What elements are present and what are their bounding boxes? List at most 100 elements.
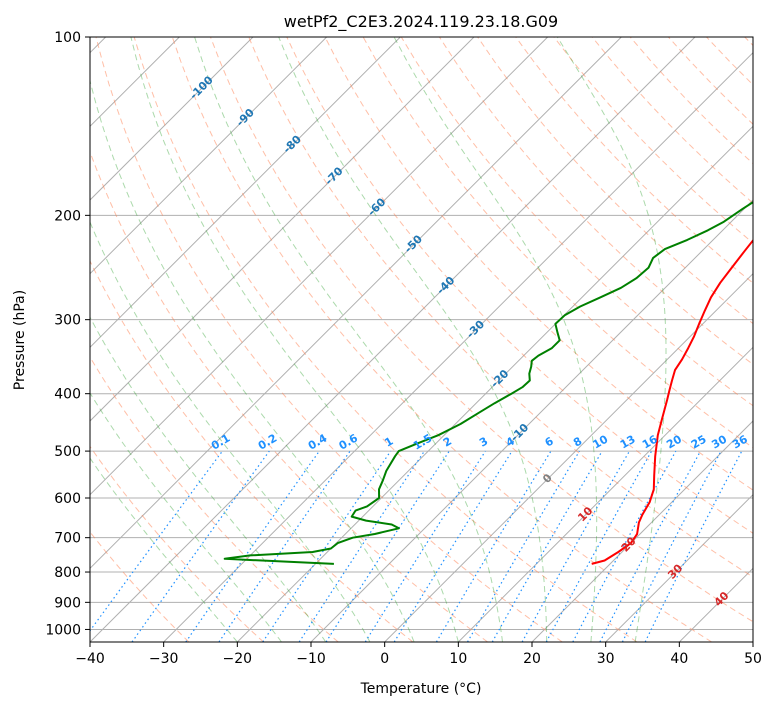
dry-adiabat-line — [324, 37, 753, 491]
y-tick-label: 900 — [54, 595, 81, 611]
adiabat-label: 10 — [575, 504, 595, 524]
dry-adiabat-line — [553, 37, 753, 244]
mixing-ratio-line — [185, 450, 320, 642]
axes: −40 −30 −20 −10 0 10 20 30 40 5010020030040050060… — [45, 30, 762, 667]
mixing-ratio-label: 6 — [543, 434, 556, 449]
dry-adiabat-line — [95, 37, 563, 642]
mixing-ratio-label: 3 — [477, 435, 490, 450]
y-tick-label: 300 — [54, 313, 81, 329]
mixing-ratio-label: 20 — [664, 432, 684, 451]
moist-adiabat-line — [393, 37, 598, 642]
mixing-ratio-line — [466, 450, 580, 642]
isotherm-gridline — [457, 346, 753, 642]
dry-adiabat-line — [286, 37, 753, 534]
dry-adiabat-line — [90, 259, 414, 642]
mixing-ratio-line — [90, 450, 223, 632]
dry-adiabat-line — [171, 37, 712, 642]
y-tick-label: 800 — [54, 565, 81, 581]
isotherm-gridline — [531, 420, 753, 642]
dry-adiabat-line — [133, 37, 638, 642]
dry-adiabat-line — [90, 150, 488, 642]
sounding-profiles — [223, 201, 753, 565]
isotherm-gridline — [90, 37, 254, 201]
mixing-ratio-label: 0.1 — [209, 432, 232, 453]
isotherm-gridline — [90, 37, 328, 275]
moist-adiabat-line — [556, 37, 667, 642]
y-tick-label: 100 — [54, 30, 81, 46]
mixing-ratio-label: 13 — [618, 433, 638, 452]
x-tick-label: 40 — [670, 651, 688, 667]
mixing-ratio-line — [262, 450, 392, 642]
mixing-ratio-line — [298, 450, 425, 642]
y-tick-label: 1000 — [45, 622, 81, 638]
mixing-ratio-label: 1 — [382, 435, 395, 450]
moist-adiabat-line — [90, 316, 327, 642]
moist-adiabat-line — [90, 220, 371, 642]
x-axis-label: Temperature (°C) — [360, 681, 482, 697]
mixing-ratio-line — [393, 450, 513, 642]
x-tick-label: −20 — [223, 651, 253, 667]
dry-adiabat-line — [90, 356, 339, 642]
x-tick-label: −40 — [75, 651, 105, 667]
chart-title: wetPf2_C2E3.2024.119.23.18.G09 — [284, 12, 558, 32]
mixing-ratio-line — [218, 450, 351, 642]
mixing-ratio-label: 0.2 — [256, 432, 279, 453]
plot-frame — [89, 36, 754, 643]
mixing-ratio-line — [131, 450, 270, 642]
dry-adiabat-line — [90, 445, 264, 642]
mixing-ratio-label: 25 — [689, 433, 709, 452]
moist-adiabat-line — [90, 392, 282, 642]
dry-adiabat-line — [744, 37, 753, 47]
y-tick-label: 400 — [54, 387, 81, 403]
x-tick-label: 0 — [380, 651, 389, 667]
mixing-ratio-line — [521, 450, 631, 642]
x-tick-label: 10 — [449, 651, 467, 667]
moist-adiabat-line — [90, 78, 415, 642]
y-tick-label: 200 — [54, 208, 81, 224]
mixing-ratio-label: 30 — [709, 432, 729, 451]
mixing-ratio-label: 8 — [571, 435, 584, 450]
y-tick-label: 600 — [54, 491, 81, 507]
isotherm-gridline — [163, 51, 753, 642]
dry-adiabat-line — [438, 37, 753, 366]
moist-adiabat-line — [278, 37, 548, 642]
background-lines — [90, 37, 753, 642]
mixing-ratio-label: 0.4 — [306, 431, 330, 452]
dry-adiabat-line — [248, 37, 753, 578]
y-axis-label: Pressure (hPa) — [12, 290, 28, 390]
dry-adiabat-line — [210, 37, 753, 623]
temperature-profile-line — [591, 238, 753, 565]
mixing-ratio-line — [435, 450, 552, 642]
y-tick-label: 500 — [54, 444, 81, 460]
mixing-ratio-line — [364, 450, 486, 642]
x-tick-label: −10 — [296, 651, 326, 667]
isotherm-gridline — [90, 37, 475, 422]
x-tick-label: 20 — [523, 651, 541, 667]
y-tick-label: 700 — [54, 531, 81, 547]
mixing-ratio-line — [644, 450, 743, 642]
x-tick-label: −30 — [149, 651, 179, 667]
isotherm-gridline — [752, 641, 753, 642]
moist-adiabat-line — [130, 37, 459, 642]
isotherm-gridline — [90, 37, 622, 570]
x-tick-label: 30 — [597, 651, 615, 667]
isotherm-gridline — [678, 567, 753, 642]
isotherm-gridline — [90, 37, 549, 496]
isotherm-gridline — [605, 493, 753, 642]
x-tick-label: 50 — [744, 651, 762, 667]
dry-adiabat-line — [515, 37, 753, 284]
mixing-ratio-line — [599, 450, 702, 642]
moist-adiabat-line — [194, 37, 503, 642]
dry-adiabat-line — [706, 37, 753, 86]
isotherm-gridline — [384, 272, 753, 642]
dry-adiabat-line — [90, 531, 190, 642]
dry-adiabat-line — [668, 37, 753, 125]
mixing-ratio-label: 36 — [730, 432, 750, 451]
isotherm-gridline — [236, 125, 753, 642]
mixing-ratio-line — [325, 450, 450, 642]
dewpoint-profile-line — [223, 201, 753, 565]
isotherm-gridline — [90, 37, 401, 349]
mixing-ratio-label: 1.5 — [411, 432, 434, 453]
isotherm-gridline — [90, 37, 696, 642]
